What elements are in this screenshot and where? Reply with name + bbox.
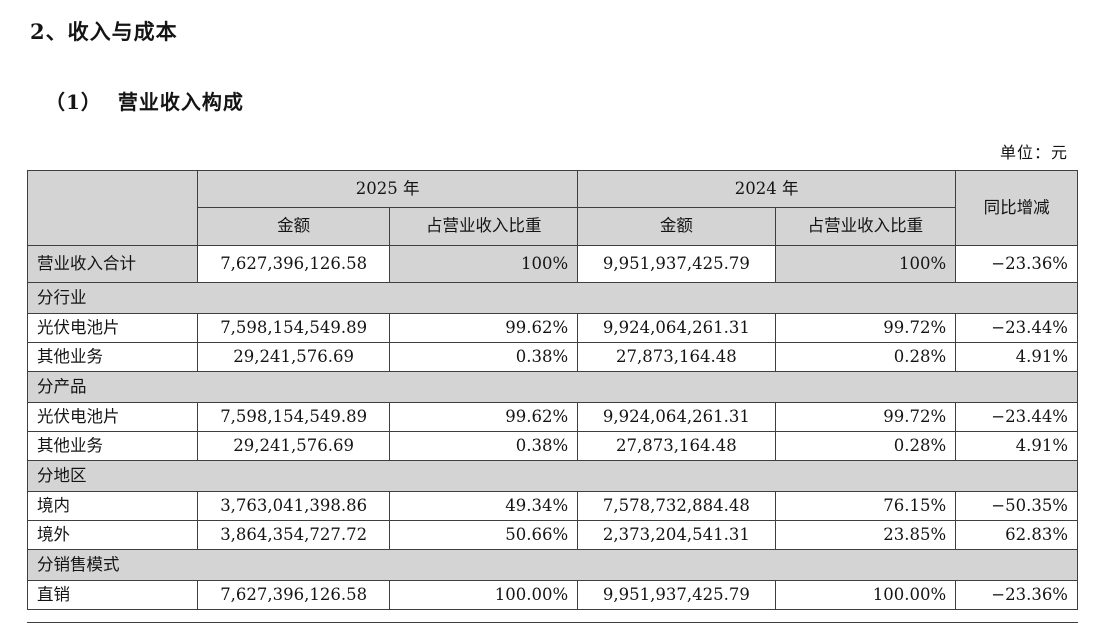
amount-2024-cell: 7,578,732,884.48 bbox=[577, 491, 776, 521]
header-proportion-2024: 占营业收入比重 bbox=[774, 207, 957, 246]
proportion-2025-cell: 49.34% bbox=[389, 491, 579, 521]
yoy-cell: −50.35% bbox=[955, 491, 1078, 521]
row-label: 其他业务 bbox=[26, 431, 199, 461]
yoy-cell: −23.36% bbox=[955, 245, 1078, 283]
amount-2025-cell: 7,627,396,126.58 bbox=[197, 245, 391, 283]
yoy-cell: 4.91% bbox=[955, 431, 1078, 461]
header-blank-cell bbox=[26, 170, 199, 246]
row-label: 境外 bbox=[26, 520, 199, 550]
yoy-cell: 62.83% bbox=[955, 520, 1078, 550]
row-label: 光伏电池片 bbox=[26, 313, 199, 343]
proportion-2025-cell: 0.38% bbox=[389, 431, 579, 461]
section-row-product: 分产品 bbox=[27, 371, 1078, 403]
section-title: 2、收入与成本 bbox=[30, 19, 178, 44]
row-label: 境内 bbox=[26, 491, 199, 521]
yoy-cell: −23.44% bbox=[955, 402, 1078, 432]
table-row: 境外 3,864,354,727.72 50.66% 2,373,204,541… bbox=[26, 520, 1078, 550]
amount-2025-cell: 29,241,576.69 bbox=[197, 342, 391, 372]
header-proportion-2025: 占营业收入比重 bbox=[389, 207, 579, 246]
header-amount-2025: 金额 bbox=[197, 207, 391, 246]
section-label: 分地区 bbox=[27, 460, 1078, 492]
proportion-2024-cell: 23.85% bbox=[774, 520, 957, 550]
proportion-2025-cell: 50.66% bbox=[389, 520, 579, 550]
proportion-2025-cell: 100% bbox=[389, 245, 579, 283]
table-row: 光伏电池片 7,598,154,549.89 99.62% 9,924,064,… bbox=[26, 313, 1078, 343]
section-row-industry: 分行业 bbox=[27, 282, 1078, 314]
row-label: 其他业务 bbox=[26, 342, 199, 372]
header-year-2025: 2025 年 bbox=[197, 170, 579, 208]
proportion-2025-cell: 100.00% bbox=[389, 580, 579, 610]
proportion-2024-cell: 99.72% bbox=[774, 402, 957, 432]
row-label: 光伏电池片 bbox=[26, 402, 199, 432]
proportion-2024-cell: 99.72% bbox=[774, 313, 957, 343]
section-label: 分产品 bbox=[27, 371, 1078, 403]
amount-2024-cell: 9,951,937,425.79 bbox=[577, 245, 776, 283]
section-row-sales-model: 分销售模式 bbox=[27, 549, 1078, 581]
header-yoy: 同比增减 bbox=[955, 170, 1078, 246]
subsection-title: （1） 营业收入构成 bbox=[45, 90, 244, 114]
amount-2024-cell: 27,873,164.48 bbox=[577, 342, 776, 372]
amount-2025-cell: 29,241,576.69 bbox=[197, 431, 391, 461]
proportion-2025-cell: 99.62% bbox=[389, 313, 579, 343]
revenue-composition-table: 2025 年 2024 年 同比增减 金额 占营业收入比重 金额 占营业收入比重… bbox=[26, 170, 1078, 610]
yoy-cell: 4.91% bbox=[955, 342, 1078, 372]
amount-2024-cell: 9,924,064,261.31 bbox=[577, 313, 776, 343]
proportion-2024-cell: 0.28% bbox=[774, 431, 957, 461]
table-row: 其他业务 29,241,576.69 0.38% 27,873,164.48 0… bbox=[26, 342, 1078, 372]
yoy-cell: −23.36% bbox=[955, 580, 1078, 610]
amount-2025-cell: 3,763,041,398.86 bbox=[197, 491, 391, 521]
header-row-measures: 金额 占营业收入比重 金额 占营业收入比重 bbox=[28, 207, 1078, 246]
proportion-2024-cell: 76.15% bbox=[774, 491, 957, 521]
yoy-cell: −23.44% bbox=[955, 313, 1078, 343]
proportion-2025-cell: 99.62% bbox=[389, 402, 579, 432]
amount-2024-cell: 27,873,164.48 bbox=[577, 431, 776, 461]
row-label: 直销 bbox=[26, 580, 199, 610]
proportion-2024-cell: 100.00% bbox=[774, 580, 957, 610]
amount-2024-cell: 9,951,937,425.79 bbox=[577, 580, 776, 610]
header-row-years: 2025 年 2024 年 同比增减 bbox=[26, 170, 1078, 246]
amount-2025-cell: 7,598,154,549.89 bbox=[197, 313, 391, 343]
proportion-2024-cell: 100% bbox=[774, 245, 957, 283]
section-label: 分销售模式 bbox=[27, 549, 1078, 581]
table-row: 其他业务 29,241,576.69 0.38% 27,873,164.48 0… bbox=[26, 431, 1078, 461]
amount-2024-cell: 9,924,064,261.31 bbox=[577, 402, 776, 432]
row-label: 营业收入合计 bbox=[26, 245, 199, 283]
proportion-2024-cell: 0.28% bbox=[774, 342, 957, 372]
table-row: 境内 3,763,041,398.86 49.34% 7,578,732,884… bbox=[26, 491, 1078, 521]
amount-2025-cell: 3,864,354,727.72 bbox=[197, 520, 391, 550]
amount-2025-cell: 7,627,396,126.58 bbox=[197, 580, 391, 610]
header-amount-2024: 金额 bbox=[577, 207, 776, 246]
table-row: 直销 7,627,396,126.58 100.00% 9,951,937,42… bbox=[26, 580, 1078, 610]
header-year-2024: 2024 年 bbox=[577, 170, 957, 208]
amount-2025-cell: 7,598,154,549.89 bbox=[197, 402, 391, 432]
amount-2024-cell: 2,373,204,541.31 bbox=[577, 520, 776, 550]
section-label: 分行业 bbox=[27, 282, 1078, 314]
proportion-2025-cell: 0.38% bbox=[389, 342, 579, 372]
table-row-total: 营业收入合计 7,627,396,126.58 100% 9,951,937,4… bbox=[26, 245, 1078, 283]
unit-label: 单位：元 bbox=[999, 143, 1068, 162]
section-row-region: 分地区 bbox=[27, 460, 1078, 492]
table-row: 光伏电池片 7,598,154,549.89 99.62% 9,924,064,… bbox=[26, 402, 1078, 432]
